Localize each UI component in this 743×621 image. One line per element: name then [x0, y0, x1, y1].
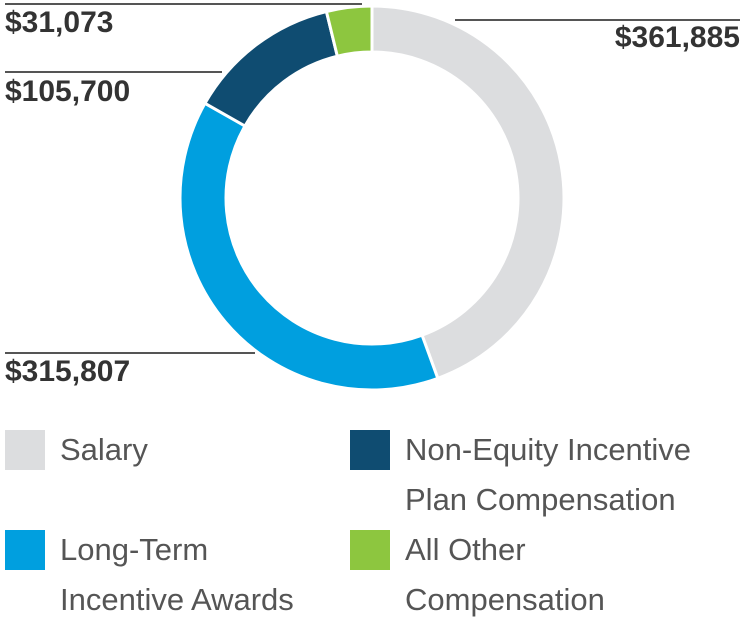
legend-swatch [5, 430, 45, 470]
donut-segment [202, 9, 340, 129]
legend-swatch [350, 430, 390, 470]
legend-item: Long-Term Incentive Awards [5, 530, 310, 621]
legend-label: Long-Term Incentive Awards [60, 532, 294, 617]
donut-segment [178, 101, 440, 392]
donut-segment [324, 4, 374, 58]
legend-swatch [5, 530, 45, 570]
donut-chart: $361,885 $315,807 $105,700 $31,073 [5, 3, 740, 392]
value-label: $105,700 [5, 75, 130, 108]
legend-item: All Other Compensation [350, 530, 723, 621]
legend-item: Salary [5, 430, 320, 475]
legend-label: Salary [60, 432, 148, 467]
value-label: $315,807 [5, 355, 130, 388]
legend-swatch [350, 530, 390, 570]
legend-label: All Other Compensation [405, 532, 605, 617]
value-label: $361,885 [615, 21, 740, 54]
legend-label: Non-Equity Incentive Plan Compensation [405, 432, 692, 517]
donut-segment [370, 4, 566, 381]
legend-item: Non-Equity Incentive Plan Compensation [350, 430, 723, 525]
value-label: $31,073 [5, 6, 113, 39]
